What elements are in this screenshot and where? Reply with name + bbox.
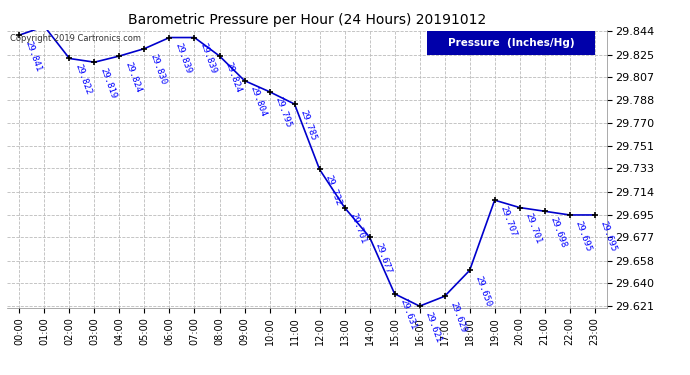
Text: 29.701: 29.701	[524, 212, 543, 245]
Title: Barometric Pressure per Hour (24 Hours) 20191012: Barometric Pressure per Hour (24 Hours) …	[128, 13, 486, 27]
Text: 29.824: 29.824	[224, 60, 243, 94]
Text: 29.785: 29.785	[299, 108, 318, 142]
Text: 29.701: 29.701	[348, 212, 368, 245]
Text: 29.830: 29.830	[148, 53, 168, 86]
Text: 29.822: 29.822	[74, 63, 93, 96]
Text: 29.804: 29.804	[248, 85, 268, 118]
Text: 29.650: 29.650	[474, 274, 493, 308]
Text: 29.841: 29.841	[23, 39, 43, 73]
Text: 29.695: 29.695	[574, 219, 593, 252]
Text: 29.677: 29.677	[374, 241, 393, 274]
Text: 29.795: 29.795	[274, 96, 293, 129]
Text: 29.629: 29.629	[448, 300, 469, 334]
Text: 29.819: 29.819	[99, 66, 118, 100]
Text: 29.707: 29.707	[499, 204, 518, 238]
Text: 29.631: 29.631	[399, 298, 418, 332]
Text: Copyright 2019 Cartronics.com: Copyright 2019 Cartronics.com	[10, 34, 141, 43]
Text: 29.839: 29.839	[199, 42, 218, 75]
Text: 29.839: 29.839	[174, 42, 193, 75]
Text: 29.695: 29.695	[599, 219, 618, 252]
Text: 29.732: 29.732	[324, 174, 343, 207]
Text: 29.698: 29.698	[549, 215, 569, 249]
Text: 29.621: 29.621	[424, 310, 443, 344]
Text: 29.824: 29.824	[124, 60, 143, 94]
Text: 29.848: 29.848	[0, 374, 1, 375]
